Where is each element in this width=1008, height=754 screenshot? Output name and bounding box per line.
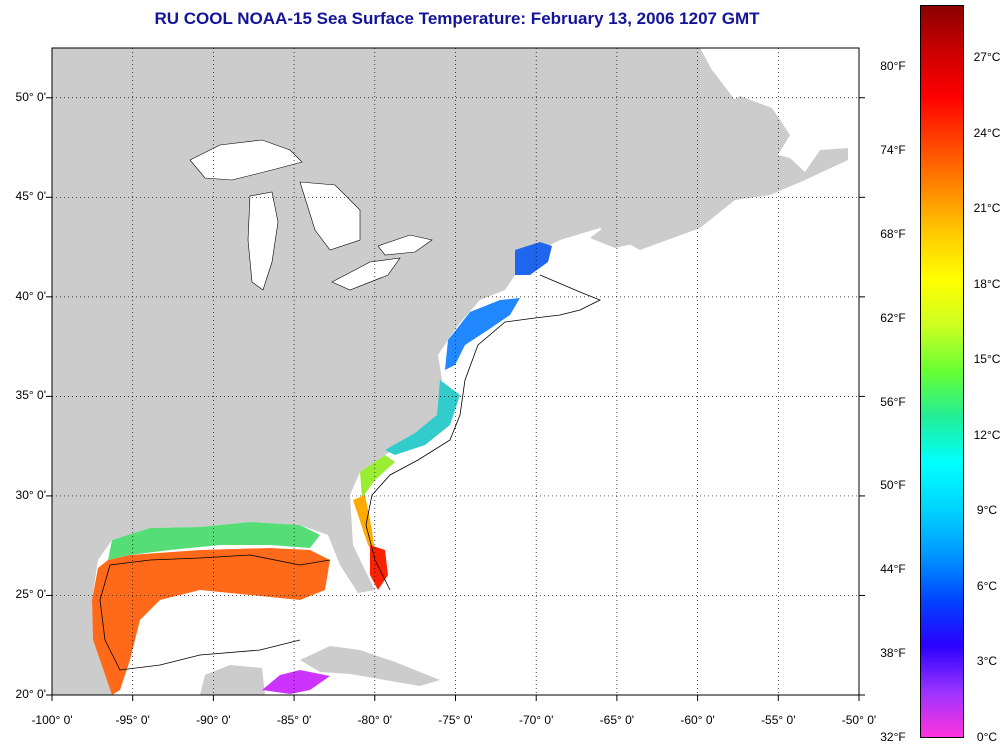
lon-label: -70° 0' xyxy=(518,713,554,727)
celsius-label: 18°C xyxy=(973,276,1001,291)
lat-label: 30° 0' xyxy=(15,487,46,502)
fahrenheit-label: 56°F xyxy=(880,394,906,409)
fahrenheit-label: 74°F xyxy=(880,142,906,157)
lon-label: -50° 0' xyxy=(841,713,877,727)
land-yucatan xyxy=(200,665,265,695)
lon-label: -55° 0' xyxy=(761,713,796,727)
lake-ontario xyxy=(377,234,433,256)
celsius-label: 3°C xyxy=(976,654,998,669)
lat-label: 40° 0' xyxy=(15,288,46,303)
axis-ticks xyxy=(46,97,865,701)
fahrenheit-label: 32°F xyxy=(880,730,906,744)
lon-label: -95° 0' xyxy=(115,713,150,727)
land-nova-scotia xyxy=(590,212,675,248)
temperature-colorbar xyxy=(920,5,964,738)
sst-gulf-of-mexico xyxy=(92,548,330,695)
celsius-label: 0°C xyxy=(976,730,998,744)
sst-georgia-bight xyxy=(360,455,395,498)
sst-gulf-of-maine xyxy=(515,242,552,275)
fahrenheit-label: 50°F xyxy=(880,478,906,493)
celsius-label: 6°C xyxy=(976,578,998,593)
celsius-label: 24°C xyxy=(973,125,1001,140)
sst-carolinas xyxy=(385,380,460,455)
lake-huron xyxy=(299,181,361,251)
lat-label: 20° 0' xyxy=(15,687,46,701)
lake-superior xyxy=(189,139,303,181)
fahrenheit-label: 80°F xyxy=(880,59,906,73)
celsius-label: 9°C xyxy=(976,503,998,518)
sst-gulf-coast-cool xyxy=(108,522,320,560)
celsius-label: 12°C xyxy=(973,427,1001,442)
lon-label: -60° 0' xyxy=(680,713,715,727)
sst-mid-atlantic xyxy=(445,298,520,370)
fahrenheit-label: 68°F xyxy=(880,226,906,241)
sst-caribbean xyxy=(262,670,330,694)
lat-label: 45° 0' xyxy=(15,189,46,204)
lon-label: -65° 0' xyxy=(599,713,635,727)
land-cuba xyxy=(300,646,440,686)
lat-label: 35° 0' xyxy=(15,388,46,403)
lat-label: 50° 0' xyxy=(15,89,46,104)
fahrenheit-label: 38°F xyxy=(880,646,906,661)
lon-label: -100° 0' xyxy=(31,713,73,727)
celsius-label: 15°C xyxy=(973,352,1001,367)
fahrenheit-label: 62°F xyxy=(880,310,906,325)
land-newfoundland xyxy=(700,96,790,172)
contour-600ft xyxy=(99,274,601,671)
lat-label: 25° 0' xyxy=(15,587,46,602)
celsius-label: 27°C xyxy=(973,50,1001,64)
lon-label: -85° 0' xyxy=(276,713,312,727)
celsius-label: 21°C xyxy=(973,201,1001,216)
chart-title: RU COOL NOAA-15 Sea Surface Temperature:… xyxy=(154,9,760,28)
lon-label: -90° 0' xyxy=(196,713,231,727)
lon-label: -80° 0' xyxy=(357,713,393,727)
fahrenheit-label: 44°F xyxy=(880,562,906,577)
lake-erie xyxy=(331,257,401,291)
lon-label: -75° 0' xyxy=(438,713,473,727)
